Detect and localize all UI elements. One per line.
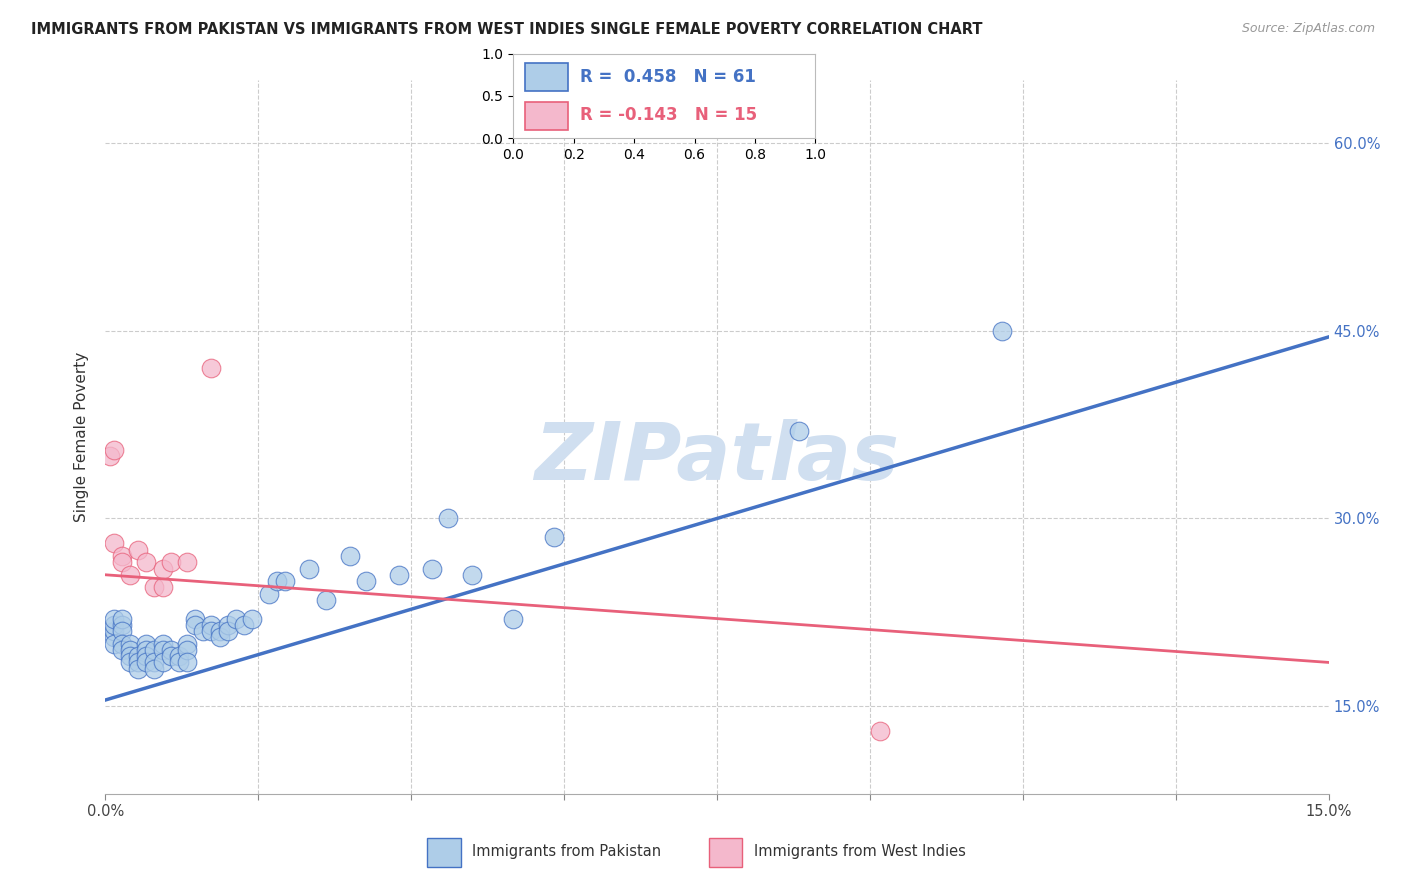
Point	[135, 637, 157, 651]
Point	[135, 643, 157, 657]
Bar	[427, 838, 461, 867]
Point	[118, 637, 141, 651]
Point	[176, 637, 198, 651]
Point	[127, 662, 149, 676]
Point	[152, 656, 174, 670]
Point	[127, 649, 149, 664]
Point	[135, 555, 157, 569]
Point	[200, 618, 222, 632]
Point	[118, 567, 141, 582]
Point	[143, 662, 166, 676]
Text: Immigrants from West Indies: Immigrants from West Indies	[754, 844, 966, 859]
Point	[176, 643, 198, 657]
Point	[315, 592, 337, 607]
Text: R =  0.458   N = 61: R = 0.458 N = 61	[579, 68, 755, 86]
Point	[111, 643, 134, 657]
Point	[152, 561, 174, 575]
Bar	[526, 102, 568, 130]
Point	[159, 555, 181, 569]
Point	[266, 574, 288, 588]
Point	[787, 424, 810, 438]
Bar	[526, 62, 568, 91]
Point	[200, 361, 222, 376]
Point	[176, 656, 198, 670]
Point	[167, 649, 190, 664]
Point	[98, 449, 121, 463]
Bar	[709, 838, 742, 867]
Point	[152, 637, 174, 651]
Point	[111, 624, 134, 639]
Point	[869, 724, 891, 739]
Point	[143, 643, 166, 657]
Point	[103, 536, 125, 550]
Point	[437, 511, 460, 525]
Point	[461, 567, 484, 582]
Point	[111, 555, 134, 569]
Point	[127, 542, 149, 557]
Point	[143, 656, 166, 670]
Point	[111, 549, 134, 563]
Point	[159, 649, 181, 664]
Text: ZIPatlas: ZIPatlas	[534, 419, 900, 498]
Point	[135, 656, 157, 670]
Point	[298, 561, 321, 575]
Point	[208, 624, 231, 639]
Y-axis label: Single Female Poverty: Single Female Poverty	[75, 352, 90, 522]
Point	[103, 631, 125, 645]
Point	[127, 656, 149, 670]
Text: Immigrants from Pakistan: Immigrants from Pakistan	[472, 844, 662, 859]
Point	[217, 618, 239, 632]
Point	[420, 561, 443, 575]
Point	[103, 637, 125, 651]
Point	[103, 612, 125, 626]
Point	[233, 618, 256, 632]
Text: R = -0.143   N = 15: R = -0.143 N = 15	[579, 106, 756, 124]
Point	[356, 574, 378, 588]
Point	[167, 656, 190, 670]
Text: Source: ZipAtlas.com: Source: ZipAtlas.com	[1241, 22, 1375, 36]
Point	[339, 549, 361, 563]
Point	[111, 637, 134, 651]
Point	[159, 643, 181, 657]
Point	[274, 574, 297, 588]
Point	[118, 643, 141, 657]
Point	[388, 567, 411, 582]
Point	[193, 624, 215, 639]
Point	[103, 618, 125, 632]
Text: IMMIGRANTS FROM PAKISTAN VS IMMIGRANTS FROM WEST INDIES SINGLE FEMALE POVERTY CO: IMMIGRANTS FROM PAKISTAN VS IMMIGRANTS F…	[31, 22, 983, 37]
Point	[184, 612, 207, 626]
Point	[502, 612, 524, 626]
Point	[991, 324, 1014, 338]
Point	[103, 442, 125, 457]
Point	[143, 580, 166, 594]
Point	[257, 586, 280, 600]
Point	[184, 618, 207, 632]
Point	[208, 631, 231, 645]
Point	[176, 555, 198, 569]
Point	[111, 612, 134, 626]
Point	[135, 649, 157, 664]
Point	[152, 580, 174, 594]
Point	[103, 624, 125, 639]
Point	[543, 530, 565, 544]
Point	[217, 624, 239, 639]
Point	[118, 649, 141, 664]
Point	[225, 612, 247, 626]
Point	[118, 656, 141, 670]
Point	[240, 612, 263, 626]
Point	[152, 643, 174, 657]
Point	[111, 618, 134, 632]
Point	[200, 624, 222, 639]
